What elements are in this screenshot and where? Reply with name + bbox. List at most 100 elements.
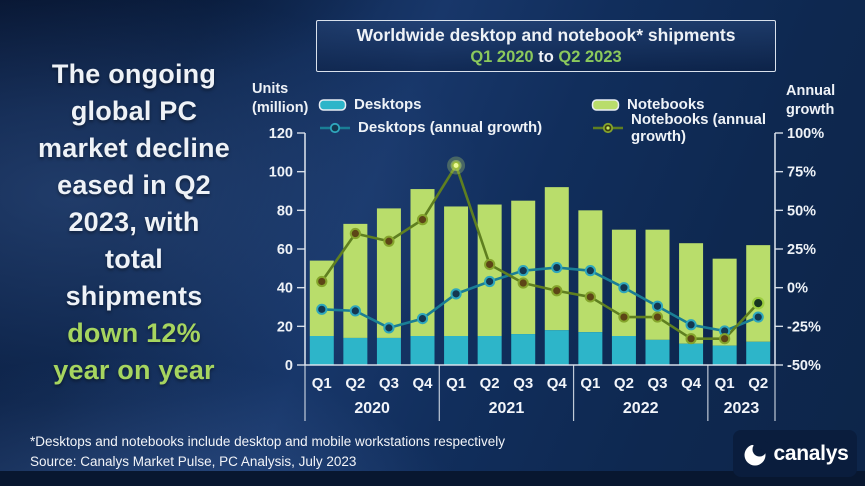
- right-axis-tick-label: 75%: [787, 165, 816, 181]
- bar-notebooks-q1-2021: [444, 206, 469, 336]
- year-label-2022: 2022: [623, 400, 659, 417]
- quarter-label: Q1: [446, 375, 466, 392]
- quarter-label: Q4: [681, 375, 702, 392]
- notebooks-growth-point-q1-2023: [719, 333, 731, 345]
- legend-label: Desktops (annual growth): [358, 119, 543, 136]
- bar-desktops-q1-2022: [578, 332, 603, 365]
- bar-desktops-q2-2023: [746, 341, 771, 365]
- chart-title-box: Worldwide desktop and notebook* shipment…: [316, 20, 776, 72]
- desktops-growth-point-q2-2021: [484, 275, 496, 288]
- left-axis-tick-label: 120: [269, 126, 293, 142]
- quarter-label: Q3: [513, 375, 533, 392]
- notebooks-growth-point-q1-2022: [584, 291, 596, 303]
- quarter-label: Q1: [312, 375, 332, 392]
- quarter-label: Q2: [345, 375, 365, 392]
- notebooks-growth-point-q4-2021: [551, 285, 563, 297]
- headline: The ongoing global PC market decline eas…: [8, 56, 260, 389]
- bar-notebooks-q1-2020: [309, 260, 334, 336]
- notebooks-growth-point-q2-2022: [618, 311, 630, 323]
- quarter-label: Q3: [379, 375, 399, 392]
- legend-label: Notebooks: [627, 96, 705, 113]
- bar-desktops-q1-2023: [712, 345, 737, 365]
- headline-line: market decline: [38, 133, 230, 163]
- notebooks-growth-point-q3-2020: [383, 235, 395, 247]
- notebooks-growth-point-q1-2021: [452, 161, 461, 170]
- headline-highlight-line: down 12%: [67, 318, 201, 348]
- source-line: Source: Canalys Market Pulse, PC Analysi…: [30, 454, 357, 469]
- bar-desktops-q1-2021: [444, 336, 469, 365]
- footnote: *Desktops and notebooks include desktop …: [30, 434, 506, 449]
- right-axis-tick-label: -50%: [787, 358, 821, 374]
- desktops-growth-point-q3-2021: [517, 265, 529, 277]
- left-axis-title-line: Units: [252, 81, 289, 97]
- desktops-growth-point-q4-2022: [685, 319, 697, 331]
- left-axis-tick-label: 60: [277, 242, 293, 258]
- headline-line: 2023, with: [68, 207, 200, 237]
- desktops-growth-point-q1-2021: [450, 288, 462, 300]
- chart-title-range: Q1 2020 to Q2 2023: [470, 48, 621, 67]
- notebooks-growth-line-swatch-icon: [593, 122, 623, 133]
- desktops-growth-line-swatch-icon: [320, 122, 350, 133]
- right-axis-title-line: Annual: [786, 83, 836, 99]
- left-axis-tick-label: 0: [285, 358, 293, 374]
- desktops-growth-point-q4-2020: [416, 313, 429, 325]
- desktops-growth-point-q1-2020: [316, 303, 328, 315]
- bar-notebooks-q2-2020: [343, 223, 368, 338]
- footnote-block: *Desktops and notebooks include desktop …: [30, 432, 505, 472]
- canalys-crescent-icon: [744, 440, 768, 465]
- bar-desktops-q4-2021: [544, 330, 569, 365]
- desktops-growth-point-q3-2022: [651, 300, 664, 312]
- notebooks-bar-swatch-icon: [591, 98, 620, 111]
- notebooks-growth-point-q1-2020: [316, 275, 328, 288]
- right-axis-tick-label: -25%: [787, 319, 821, 335]
- quarter-label: Q4: [412, 375, 433, 392]
- desktops-growth-line: [320, 266, 760, 333]
- legend-label: Desktops: [354, 96, 422, 113]
- headline-line: The ongoing: [51, 59, 217, 89]
- quarter-label: Q4: [547, 375, 568, 392]
- bar-notebooks-q4-2021: [544, 187, 569, 331]
- notebooks-growth-point-q4-2020: [416, 214, 429, 226]
- notebooks-growth-line: [320, 164, 760, 341]
- right-axis-tick-label: 25%: [787, 242, 816, 258]
- quarter-label: Q2: [614, 375, 634, 392]
- left-axis-tick-label: 100: [269, 165, 293, 181]
- right-axis-tick-label: 100%: [787, 126, 824, 142]
- notebooks-growth-point-q3-2022: [651, 311, 664, 323]
- notebooks-growth-point-q4-2022: [685, 333, 697, 345]
- year-label-2021: 2021: [489, 400, 525, 417]
- right-axis-tick-label: 50%: [787, 203, 816, 219]
- bar-notebooks-q2-2023: [746, 245, 771, 342]
- bar-desktops-q4-2022: [679, 343, 704, 365]
- desktops-growth-point-q2-2020: [349, 305, 361, 317]
- quarter-label: Q3: [647, 375, 667, 392]
- year-label-2020: 2020: [354, 400, 390, 417]
- notebooks-growth-point-q3-2021: [517, 277, 529, 289]
- year-label-2023: 2023: [724, 400, 760, 417]
- desktops-growth-point-q1-2022: [584, 265, 596, 277]
- notebooks-growth-point-q2-2020: [349, 227, 361, 240]
- right-axis-tick-label: 0%: [787, 281, 808, 297]
- logo-wordmark: canalys: [773, 441, 849, 465]
- left-axis-tick-label: 40: [277, 281, 293, 297]
- bar-notebooks-q3-2020: [376, 208, 401, 338]
- headline-line: shipments: [65, 281, 203, 311]
- bar-desktops-q2-2021: [477, 336, 502, 365]
- desktops-growth-point-q2-2023: [752, 311, 764, 323]
- right-axis-title: Annual growth: [786, 82, 854, 120]
- chart-title: Worldwide desktop and notebook* shipment…: [356, 25, 736, 45]
- range-mid: to: [533, 48, 559, 66]
- bar-desktops-q3-2020: [376, 337, 401, 365]
- bar-desktops-q2-2022: [611, 336, 636, 365]
- legend-item-notebooks-growth: Notebooks (annual growth): [591, 111, 783, 145]
- left-axis-title: Units (million): [252, 80, 312, 118]
- bar-desktops-q1-2020: [309, 336, 334, 365]
- legend-label: Notebooks (annual growth): [631, 110, 767, 145]
- left-axis-tick-label: 20: [277, 319, 293, 335]
- headline-line: global PC: [70, 96, 198, 126]
- headline-line: total: [105, 244, 163, 274]
- desktops-growth-point-q3-2020: [383, 322, 395, 334]
- bar-desktops-q3-2021: [511, 334, 536, 365]
